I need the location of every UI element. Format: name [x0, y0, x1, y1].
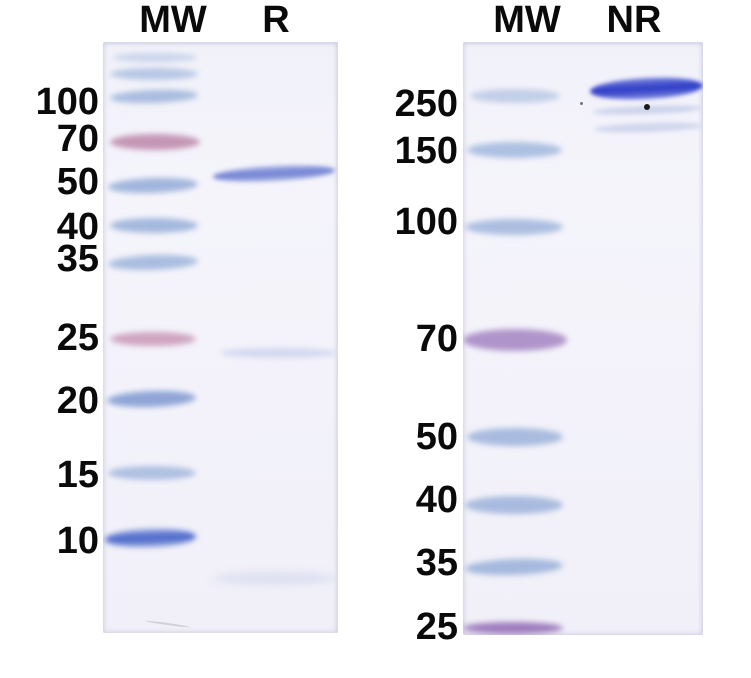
marker-band-150-non-reduced — [467, 142, 562, 158]
mw-label-40-reduced: 40 — [56, 206, 99, 248]
sample-band-faint-low-reduced — [213, 571, 337, 585]
sample-band-sub-2-non-reduced — [593, 120, 703, 134]
mw-label-10-reduced: 10 — [56, 520, 99, 562]
marker-band-upper-a-reduced — [113, 52, 197, 62]
marker-band-10-reduced — [104, 527, 197, 549]
mw-label-20-reduced: 20 — [56, 380, 99, 422]
marker-band-25-reduced — [110, 332, 196, 346]
mw-label-25-reduced: 25 — [56, 317, 99, 359]
mw-label-70-reduced: 70 — [56, 118, 99, 160]
lane-header-r-reduced: R — [262, 0, 290, 41]
sample-band-faint-mid-reduced — [220, 348, 338, 358]
marker-band-15-reduced — [108, 466, 196, 480]
speck-small-artifact-non-reduced — [580, 102, 583, 105]
marker-band-35-reduced — [107, 252, 199, 272]
scratch-artifact-reduced — [145, 619, 190, 629]
marker-band-25-non-reduced — [463, 622, 563, 634]
mw-label-100-reduced: 100 — [35, 81, 99, 123]
sample-band-main-non-reduced — [589, 74, 703, 102]
marker-band-40-non-reduced — [465, 496, 563, 514]
gel-slab-reduced — [103, 42, 338, 633]
marker-band-upper-b-reduced — [110, 68, 198, 80]
marker-band-100-non-reduced — [465, 219, 563, 235]
marker-band-100-reduced — [109, 87, 199, 105]
marker-band-40-reduced — [110, 217, 198, 233]
mw-label-15-reduced: 15 — [56, 454, 99, 496]
mw-label-50-non-reduced: 50 — [415, 416, 458, 458]
marker-band-250-non-reduced — [470, 89, 560, 103]
speck-large-artifact-non-reduced — [644, 104, 650, 110]
lane-header-mw-reduced: MW — [139, 0, 207, 41]
mw-label-40-non-reduced: 40 — [415, 479, 458, 521]
marker-band-70-reduced — [110, 134, 200, 150]
mw-label-35-non-reduced: 35 — [415, 542, 458, 584]
lane-header-mw-non-reduced: MW — [493, 0, 561, 41]
mw-label-100-non-reduced: 100 — [394, 201, 458, 243]
lane-header-nr-non-reduced: NR — [606, 0, 662, 41]
mw-label-35-reduced: 35 — [56, 238, 99, 280]
mw-label-250-non-reduced: 250 — [394, 83, 458, 125]
marker-band-20-reduced — [106, 389, 197, 409]
marker-band-50-non-reduced — [467, 428, 563, 446]
mw-label-50-reduced: 50 — [56, 161, 99, 203]
gel-slab-non-reduced — [463, 42, 703, 635]
marker-band-70-non-reduced — [463, 329, 567, 351]
mw-label-150-non-reduced: 150 — [394, 130, 458, 172]
mw-label-25-non-reduced: 25 — [415, 606, 458, 648]
mw-label-70-non-reduced: 70 — [415, 318, 458, 360]
sample-band-main-reduced — [212, 162, 336, 184]
marker-band-50-reduced — [107, 175, 199, 195]
marker-band-35-non-reduced — [464, 557, 564, 577]
